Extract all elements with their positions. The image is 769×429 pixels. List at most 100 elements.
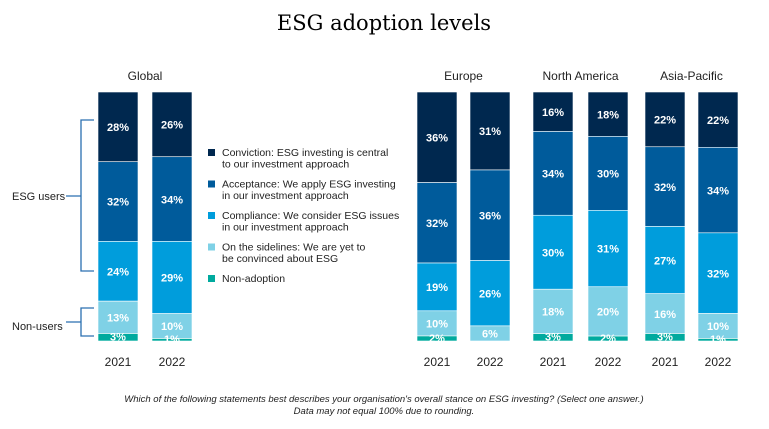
bar-segment-conviction [532, 91, 574, 132]
legend-item: Non-adoption [208, 273, 285, 285]
data-label: 1% [164, 334, 180, 346]
panel-title: Europe [444, 69, 483, 83]
bar-segment-compliance [416, 262, 458, 312]
legend-swatch [208, 180, 215, 188]
bar-segment-acceptance [532, 131, 574, 216]
esg-users-label: ESG users [12, 191, 66, 203]
bar-segment-non-adoption [644, 333, 686, 342]
bar-segment-compliance [469, 260, 511, 327]
data-label: 34% [161, 194, 183, 206]
legend-swatch [208, 149, 215, 156]
data-label: 22% [654, 115, 676, 127]
bar-segment-compliance [532, 214, 574, 290]
bar-segment-compliance [587, 210, 629, 288]
bar-segment-conviction [97, 91, 139, 163]
data-label: 2% [600, 333, 616, 345]
data-label: 32% [707, 268, 729, 280]
data-label: 1% [710, 334, 726, 346]
non-users-label: Non-users [12, 321, 63, 333]
bar-segment-non-adoption [697, 338, 739, 342]
non-users-bracket [66, 307, 94, 337]
data-label: 16% [654, 309, 676, 321]
legend-label: Compliance: We consider ESG issues [222, 210, 399, 222]
data-label: 20% [597, 307, 619, 319]
x-tick-label: 2021 [105, 355, 132, 369]
footnote-question: Which of the following statements best d… [124, 394, 643, 405]
bar-segment-conviction [697, 91, 739, 148]
data-label: 31% [597, 244, 619, 256]
data-label: 16% [542, 107, 564, 119]
panel-title: North America [542, 69, 618, 83]
bar-segment-compliance [644, 226, 686, 294]
bar-segment-acceptance [587, 136, 629, 211]
data-label: 32% [426, 218, 448, 230]
panel-asia-pacific: Asia-Pacific 22% 32% 27% 16% 3% 2021 22% 34% 32% 1… [644, 69, 739, 369]
bar-segment-on-the-sidelines [644, 293, 686, 334]
legend-swatch [208, 275, 215, 282]
bar-segment-non-adoption [97, 333, 139, 342]
bar-segment-compliance [151, 241, 193, 314]
data-label: 18% [542, 307, 564, 319]
panel-title: Asia-Pacific [660, 69, 723, 83]
legend-label: be convinced about ESG [222, 253, 338, 265]
data-label: 24% [107, 266, 129, 278]
data-label: 3% [110, 332, 126, 344]
legend-swatch [208, 243, 215, 251]
legend-label: Non-adoption [222, 273, 285, 285]
data-label: 27% [654, 255, 676, 267]
bar-segment-on-the-sidelines [416, 310, 458, 337]
bar-segment-conviction [416, 91, 458, 183]
bar-segment-non-adoption [416, 335, 458, 342]
data-label: 10% [707, 321, 729, 333]
panel-europe: Europe 36% 32% 19% 10% 2% 2021 31% 36% 26% 6% 2022 [416, 69, 511, 369]
bar-segment-on-the-sidelines [151, 313, 193, 339]
chart-title: ESG adoption levels [277, 11, 491, 35]
data-label: 32% [107, 197, 129, 209]
legend-label: in our investment approach [222, 190, 349, 202]
data-label: 29% [161, 273, 183, 285]
data-label: 34% [542, 169, 564, 181]
data-label: 26% [161, 120, 183, 132]
bar-segment-conviction [587, 91, 629, 137]
legend-label: Acceptance: We apply ESG investing [222, 179, 396, 191]
legend-label: On the sidelines: We are yet to [222, 242, 366, 254]
legend-label: to our investment approach [222, 159, 349, 171]
bar-segment-conviction [151, 91, 193, 158]
bar-segment-non-adoption [532, 333, 574, 342]
bar-segment-acceptance [97, 161, 139, 242]
bar-segment-compliance [97, 241, 139, 302]
bar-segment-on-the-sidelines [469, 325, 511, 342]
bar-segment-non-adoption [151, 338, 193, 342]
data-label: 26% [479, 288, 501, 300]
data-label: 6% [482, 329, 498, 341]
bar-segment-conviction [469, 91, 511, 171]
data-label: 13% [107, 313, 129, 325]
bar-segment-acceptance [469, 169, 511, 261]
x-tick-label: 2021 [652, 355, 679, 369]
data-label: 36% [479, 210, 501, 222]
bar-segment-acceptance [151, 156, 193, 242]
bar-segment-non-adoption [587, 335, 629, 342]
data-label: 18% [597, 109, 619, 121]
panel-title: Global [128, 69, 163, 83]
data-label: 36% [426, 132, 448, 144]
x-tick-label: 2021 [424, 355, 451, 369]
bar-segment-on-the-sidelines [587, 286, 629, 337]
data-label: 30% [542, 247, 564, 259]
data-label: 3% [545, 332, 561, 344]
bar-segment-on-the-sidelines [97, 300, 139, 334]
legend-label: Conviction: ESG investing is central [222, 147, 388, 159]
panel-global: Global 28% 32% 24% 13% 3% 2021 26% 34% 29% 10%1% 20… [97, 69, 193, 369]
data-label: 22% [707, 115, 729, 127]
x-tick-label: 2022 [595, 355, 622, 369]
x-tick-label: 2021 [540, 355, 567, 369]
data-label: 34% [707, 185, 729, 197]
footnote-rounding: Data may not equal 100% due to rounding. [294, 406, 475, 417]
legend-swatch [208, 212, 215, 219]
panel-north-america: North America 16% 34% 30% 18% 3% 2021 18% 30% 31%… [532, 69, 629, 369]
x-tick-label: 2022 [159, 355, 186, 369]
bar-segment-acceptance [416, 182, 458, 264]
